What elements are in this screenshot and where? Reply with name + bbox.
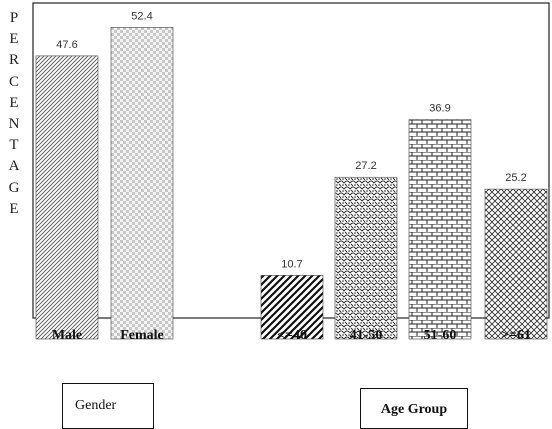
- bar-male: [35, 55, 99, 340]
- value-label: 47.6: [56, 39, 77, 51]
- y-axis-label-letter: P: [9, 10, 19, 26]
- category-label: 51-60: [423, 328, 457, 343]
- bar-female: [110, 27, 174, 340]
- group-label-gender: Gender: [62, 383, 154, 429]
- y-axis-label-letter: E: [9, 94, 19, 111]
- y-axis-label-letter: E: [9, 200, 19, 217]
- plot-frame: [32, 2, 550, 319]
- bar-5160: [408, 119, 472, 340]
- y-axis-label-letter: R: [8, 52, 19, 69]
- y-axis-label-letter: N: [8, 116, 20, 132]
- category-label: >=61: [501, 328, 531, 343]
- y-axis-label-letter: E: [9, 31, 19, 48]
- group-label-age-group: Age Group: [360, 388, 468, 429]
- y-axis-label-letter: A: [8, 158, 20, 175]
- y-axis-label-letter: C: [8, 73, 19, 90]
- category-label: Female: [120, 328, 164, 343]
- value-label: 10.7: [281, 258, 302, 270]
- category-label: 41-50: [349, 328, 383, 343]
- y-axis-label-letter: T: [9, 137, 19, 154]
- bar-40: [260, 275, 324, 340]
- category-label: Male: [51, 328, 83, 343]
- category-label: <=40: [277, 328, 307, 343]
- bar-61: [484, 188, 548, 340]
- value-label: 36.9: [429, 103, 450, 115]
- value-label: 52.4: [131, 10, 152, 22]
- value-label: 25.2: [505, 172, 526, 184]
- bar-4150: [334, 176, 398, 340]
- value-label: 27.2: [355, 160, 376, 172]
- y-axis-label-letter: G: [8, 179, 20, 196]
